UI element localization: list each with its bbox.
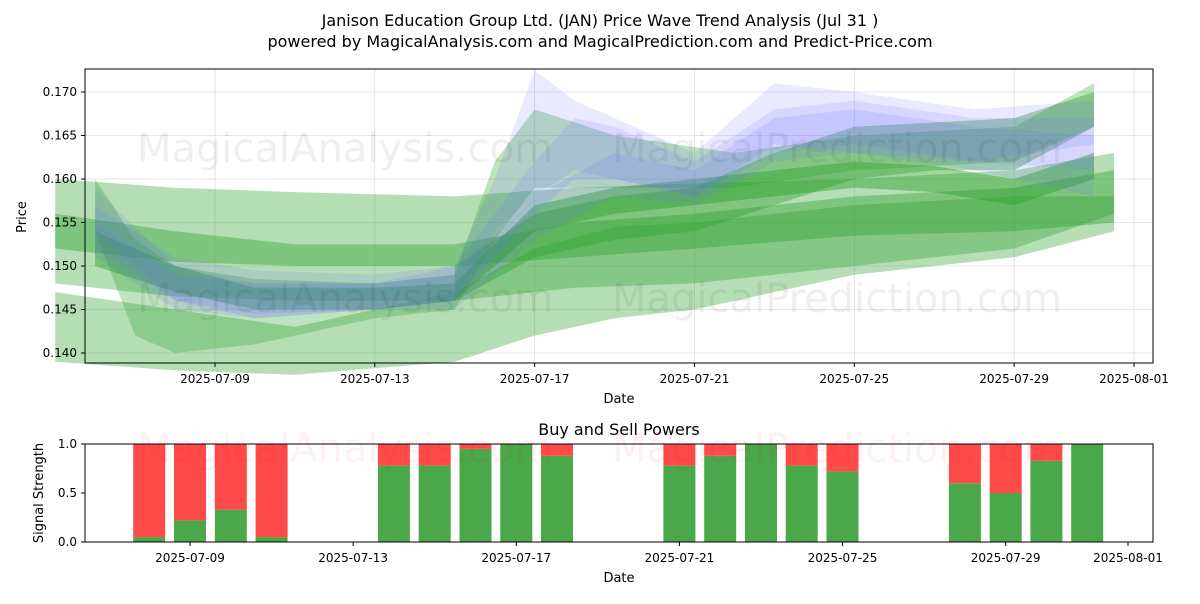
price-x-label: Date bbox=[603, 392, 634, 407]
price-band-6 bbox=[95, 70, 1095, 319]
buy-bar-4 bbox=[377, 465, 410, 542]
sell-bar-0 bbox=[133, 444, 166, 538]
price-y-label: Price bbox=[15, 201, 30, 233]
buy-bar-15 bbox=[989, 493, 1022, 542]
sell-bar-5 bbox=[418, 444, 451, 466]
price-xtick-label-1: 2025-07-13 bbox=[340, 372, 410, 386]
watermark-4: MagicalPrediction.com bbox=[612, 276, 1062, 322]
watermark-3: MagicalAnalysis.com bbox=[137, 276, 553, 322]
buy-sell-xtick-label-5: 2025-07-29 bbox=[971, 551, 1041, 565]
buy-sell-xtick-label-1: 2025-07-13 bbox=[318, 551, 388, 565]
price-xtick-label-6: 2025-08-01 bbox=[1099, 372, 1169, 386]
price-xtick-label-2: 2025-07-17 bbox=[500, 372, 570, 386]
sell-bar-13 bbox=[826, 444, 859, 472]
price-band-7 bbox=[95, 100, 1095, 314]
sell-bar-6 bbox=[459, 444, 492, 449]
buy-bar-16 bbox=[1030, 460, 1063, 542]
price-ytick-label-5: 0.165 bbox=[43, 129, 77, 143]
price-band-4 bbox=[95, 152, 1095, 310]
buy-sell-bars bbox=[133, 444, 1104, 542]
buy-bar-7 bbox=[500, 444, 533, 542]
price-ytick-label-0: 0.140 bbox=[43, 346, 77, 360]
sell-bar-14 bbox=[948, 444, 981, 484]
buy-sell-ytick-label-0: 0.0 bbox=[58, 535, 77, 549]
buy-sell-y-ticks: 0.0 0.5 1.0 bbox=[58, 437, 85, 549]
chart-title-line1: Janison Education Group Ltd. (JAN) Price… bbox=[321, 11, 879, 30]
buy-sell-xtick-label-2: 2025-07-17 bbox=[481, 551, 551, 565]
buy-bar-2 bbox=[214, 509, 247, 542]
sell-bar-8 bbox=[541, 444, 573, 456]
buy-sell-xtick-label-3: 2025-07-21 bbox=[645, 551, 715, 565]
sell-bar-9 bbox=[663, 444, 696, 466]
price-x-ticks: 2025-07-09 2025-07-13 2025-07-17 2025-07-21… bbox=[180, 363, 1169, 386]
buy-sell-x-label: Date bbox=[603, 571, 634, 586]
buy-sell-ytick-label-2: 1.0 bbox=[58, 437, 77, 451]
price-ytick-label-6: 0.170 bbox=[43, 85, 77, 99]
price-ytick-label-3: 0.155 bbox=[43, 216, 77, 230]
buy-sell-y-label: Signal Strength bbox=[32, 443, 47, 543]
price-ytick-label-1: 0.145 bbox=[43, 303, 77, 317]
sell-bar-10 bbox=[704, 444, 737, 456]
price-bands bbox=[55, 70, 1115, 375]
buy-sell-xtick-label-0: 2025-07-09 bbox=[155, 551, 225, 565]
price-band-1 bbox=[55, 196, 1115, 375]
buy-bar-6 bbox=[459, 448, 492, 542]
sell-bar-1 bbox=[174, 444, 206, 521]
buy-sell-x-ticks: 2025-07-09 2025-07-13 2025-07-17 2025-07-21… bbox=[155, 542, 1163, 565]
price-band-2 bbox=[55, 170, 1115, 266]
buy-bar-13 bbox=[826, 471, 859, 542]
price-axes-frame bbox=[84, 68, 1154, 364]
watermark-5: MagicalAnalysis.com bbox=[137, 426, 553, 472]
watermark-6: MagicalPrediction.com bbox=[612, 426, 1062, 472]
price-band-3 bbox=[95, 83, 1095, 354]
sell-bar-15 bbox=[989, 444, 1022, 493]
price-band-8 bbox=[95, 109, 1095, 319]
buy-bar-1 bbox=[174, 520, 206, 542]
price-xtick-label-5: 2025-07-29 bbox=[979, 372, 1049, 386]
price-band-0 bbox=[55, 152, 1115, 301]
price-xtick-label-4: 2025-07-25 bbox=[819, 372, 889, 386]
sell-bar-3 bbox=[255, 444, 288, 538]
sell-bar-2 bbox=[214, 444, 247, 510]
price-wave-chart: MagicalAnalysis.com MagicalPrediction.co… bbox=[15, 68, 1169, 407]
buy-bar-5 bbox=[418, 465, 451, 542]
chart-title-line2: powered by MagicalAnalysis.com and Magic… bbox=[267, 32, 932, 51]
buy-sell-ytick-label-1: 0.5 bbox=[58, 486, 77, 500]
price-ytick-label-4: 0.160 bbox=[43, 172, 77, 186]
buy-bar-11 bbox=[745, 444, 777, 542]
buy-bar-3 bbox=[255, 537, 288, 542]
price-ytick-label-2: 0.150 bbox=[43, 259, 77, 273]
price-grid bbox=[85, 69, 1153, 363]
buy-bar-0 bbox=[133, 537, 166, 542]
buy-bar-8 bbox=[541, 455, 573, 542]
price-xtick-label-0: 2025-07-09 bbox=[180, 372, 250, 386]
buy-sell-chart: Buy and Sell Powers MagicalAnalysis.com … bbox=[32, 420, 1163, 586]
buy-bar-10 bbox=[704, 455, 737, 542]
buy-sell-xtick-label-4: 2025-07-25 bbox=[808, 551, 878, 565]
price-band-5 bbox=[454, 92, 1094, 301]
watermark-1: MagicalAnalysis.com bbox=[137, 126, 553, 172]
watermark-2: MagicalPrediction.com bbox=[612, 126, 1062, 172]
buy-bar-9 bbox=[663, 465, 696, 542]
buy-sell-xtick-label-6: 2025-08-01 bbox=[1093, 551, 1163, 565]
buy-bar-14 bbox=[948, 483, 981, 542]
price-xtick-label-3: 2025-07-21 bbox=[660, 372, 730, 386]
sell-bar-16 bbox=[1030, 444, 1063, 461]
price-y-ticks: 0.140 0.145 0.150 0.155 0.160 0.165 0.170 bbox=[43, 85, 85, 360]
buy-bar-17 bbox=[1071, 444, 1104, 542]
sell-bar-12 bbox=[785, 444, 818, 466]
sell-bar-4 bbox=[377, 444, 410, 466]
buy-sell-title: Buy and Sell Powers bbox=[538, 420, 700, 439]
buy-bar-12 bbox=[785, 465, 818, 542]
